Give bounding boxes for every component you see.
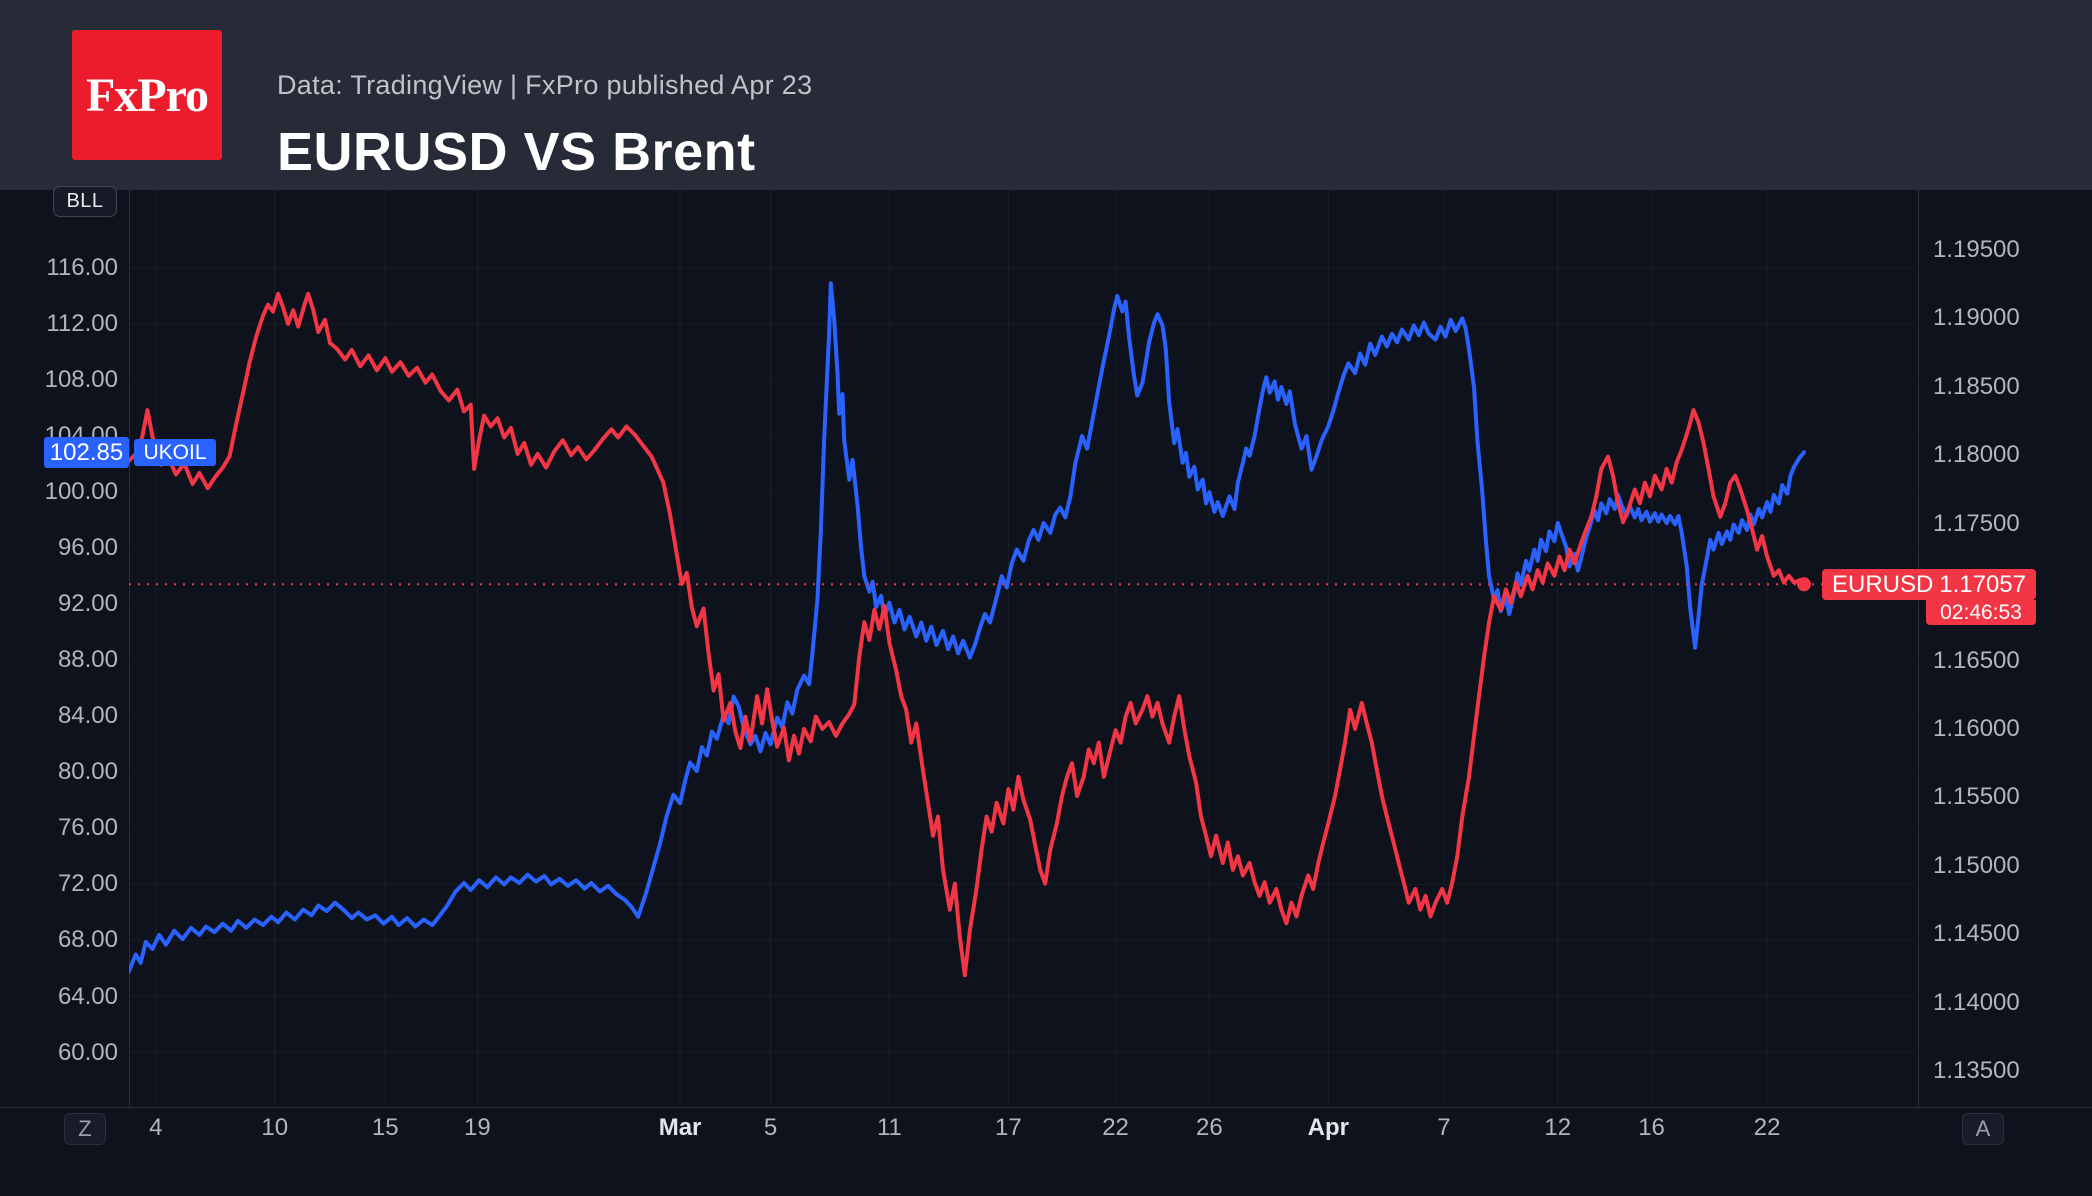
right-axis-label: 1.14500 bbox=[1933, 920, 2020, 948]
left-axis-label: 60.00 bbox=[57, 1038, 118, 1066]
time-axis-label: 22 bbox=[1102, 1114, 1129, 1141]
time-axis-label: 4 bbox=[149, 1114, 163, 1141]
time-axis-label: 15 bbox=[371, 1114, 399, 1141]
time-axis-label: 10 bbox=[261, 1114, 289, 1141]
right-axis-label: 1.18500 bbox=[1933, 372, 2020, 400]
plot-frame bbox=[129, 190, 1919, 1107]
right-axis-label: 1.19000 bbox=[1933, 304, 2020, 332]
right-axis-label: 1.16000 bbox=[1933, 714, 2020, 742]
right-axis-label: 1.16500 bbox=[1933, 646, 2020, 674]
left-axis-label: 68.00 bbox=[57, 926, 118, 954]
left-axis-label: 64.00 bbox=[57, 982, 118, 1010]
time-axis-label: 16 bbox=[1638, 1114, 1665, 1141]
time-axis-label: Mar bbox=[658, 1114, 702, 1141]
time-axis-label: 7 bbox=[1437, 1114, 1451, 1141]
eurusd-price-tag: EURUSD 1.17057 02:46:53 bbox=[1822, 569, 2036, 625]
eurusd-line bbox=[129, 291, 1806, 978]
right-axis-label: 1.17500 bbox=[1933, 509, 2020, 537]
eurusd-price-tag-row: EURUSD 1.17057 bbox=[1822, 569, 2036, 600]
timezone-button[interactable]: Z bbox=[64, 1113, 106, 1145]
left-axis-label: 108.00 bbox=[44, 366, 118, 394]
left-axis-label: 84.00 bbox=[57, 702, 118, 730]
fxpro-logo-text: FxPro bbox=[85, 68, 209, 122]
autoscale-button[interactable]: A bbox=[1962, 1113, 2004, 1145]
right-axis-label: 1.15000 bbox=[1933, 851, 2020, 879]
time-axis-label: Apr bbox=[1307, 1114, 1349, 1141]
fxpro-logo: FxPro bbox=[72, 30, 222, 160]
ukoil-symbol-tag: UKOIL bbox=[134, 439, 216, 466]
right-axis-label: 1.15500 bbox=[1933, 783, 2020, 811]
time-axis-line bbox=[0, 1107, 2092, 1108]
left-axis-label: 88.00 bbox=[57, 646, 118, 674]
time-axis-label: 5 bbox=[763, 1114, 778, 1141]
ukoil-price-tag: 102.85 bbox=[44, 437, 129, 468]
left-axis-label: 76.00 bbox=[57, 814, 118, 842]
left-axis-label: 80.00 bbox=[57, 758, 118, 786]
eurusd-price-value: 1.17057 bbox=[1939, 570, 2026, 598]
chart-canvas[interactable] bbox=[129, 190, 1917, 1107]
right-axis-label: 1.14000 bbox=[1933, 988, 2020, 1016]
ukoil-line bbox=[129, 281, 1806, 974]
data-source-caption: Data: TradingView | FxPro published Apr … bbox=[277, 70, 813, 100]
header: FxPro Data: TradingView | FxPro publishe… bbox=[0, 0, 2092, 190]
left-axis-label: 116.00 bbox=[46, 254, 118, 281]
page-title: EURUSD VS Brent bbox=[277, 122, 756, 182]
left-axis-label: 96.00 bbox=[57, 534, 118, 562]
left-axis-label: 72.00 bbox=[57, 870, 118, 898]
time-axis-label: 12 bbox=[1544, 1114, 1572, 1141]
eurusd-symbol-label: EURUSD bbox=[1832, 570, 1934, 598]
left-axis-label: 112.00 bbox=[46, 310, 118, 338]
right-axis-label: 1.18000 bbox=[1933, 441, 2020, 469]
time-axis-label: 11 bbox=[876, 1114, 902, 1141]
axis-unit-badge[interactable]: BLL bbox=[53, 186, 117, 217]
time-axis-label: 17 bbox=[995, 1114, 1022, 1141]
time-axis-label: 19 bbox=[464, 1114, 491, 1141]
eurusd-countdown: 02:46:53 bbox=[1926, 600, 2036, 625]
right-axis-label: 1.19500 bbox=[1933, 236, 2020, 263]
eurusd-last-price-dot bbox=[1797, 577, 1811, 592]
time-axis-label: 22 bbox=[1753, 1114, 1781, 1141]
header-text: Data: TradingView | FxPro published Apr … bbox=[277, 70, 812, 183]
right-axis-label: 1.13500 bbox=[1933, 1057, 2020, 1085]
left-axis-label: 100.00 bbox=[44, 478, 118, 506]
time-axis-label: 26 bbox=[1196, 1114, 1223, 1141]
left-axis-label: 92.00 bbox=[57, 590, 118, 618]
